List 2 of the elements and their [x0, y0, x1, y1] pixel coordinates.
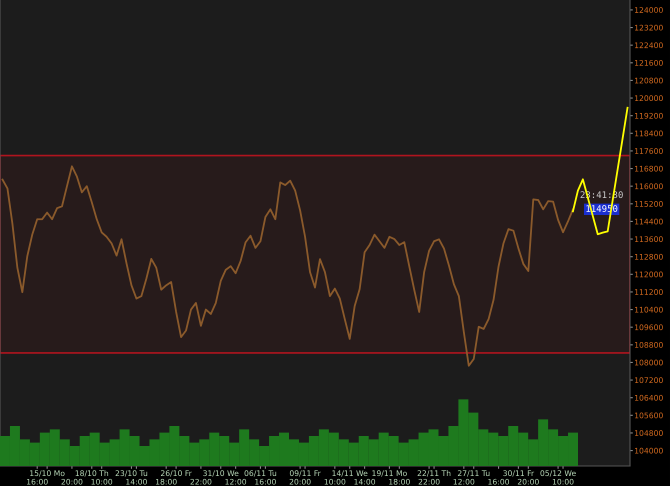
line-series — [2, 165, 574, 367]
line-series — [572, 106, 628, 236]
